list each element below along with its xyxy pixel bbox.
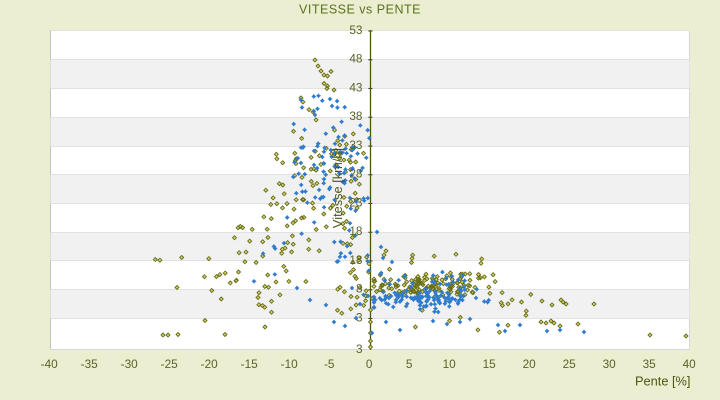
svg-text:Pente [%]: Pente [%] bbox=[635, 374, 691, 389]
svg-text:-25: -25 bbox=[161, 357, 178, 371]
svg-text:28: 28 bbox=[349, 167, 363, 181]
svg-text:53: 53 bbox=[349, 23, 363, 37]
svg-text:-40: -40 bbox=[41, 357, 58, 371]
svg-text:5: 5 bbox=[406, 357, 413, 371]
svg-text:0: 0 bbox=[366, 357, 373, 371]
svg-text:23: 23 bbox=[349, 195, 363, 209]
svg-text:3: 3 bbox=[356, 342, 363, 356]
svg-text:Vitesse [km/h]: Vitesse [km/h] bbox=[330, 148, 345, 228]
svg-text:35: 35 bbox=[643, 357, 657, 371]
svg-text:-20: -20 bbox=[201, 357, 218, 371]
svg-text:13: 13 bbox=[349, 253, 363, 267]
svg-text:25: 25 bbox=[563, 357, 577, 371]
svg-text:10: 10 bbox=[443, 357, 457, 371]
svg-text:-15: -15 bbox=[241, 357, 258, 371]
svg-text:VITESSE vs PENTE: VITESSE vs PENTE bbox=[299, 3, 421, 17]
svg-text:15: 15 bbox=[483, 357, 497, 371]
svg-text:30: 30 bbox=[603, 357, 617, 371]
svg-text:-5: -5 bbox=[324, 357, 335, 371]
svg-text:38: 38 bbox=[349, 109, 363, 123]
svg-text:43: 43 bbox=[349, 80, 363, 94]
svg-text:-30: -30 bbox=[121, 357, 138, 371]
svg-text:20: 20 bbox=[523, 357, 537, 371]
svg-text:18: 18 bbox=[349, 224, 363, 238]
svg-text:8: 8 bbox=[356, 282, 363, 296]
svg-text:33: 33 bbox=[349, 138, 363, 152]
svg-text:-10: -10 bbox=[281, 357, 298, 371]
svg-text:3: 3 bbox=[356, 310, 363, 324]
svg-text:-35: -35 bbox=[81, 357, 98, 371]
svg-text:48: 48 bbox=[349, 52, 363, 66]
svg-text:40: 40 bbox=[683, 357, 697, 371]
